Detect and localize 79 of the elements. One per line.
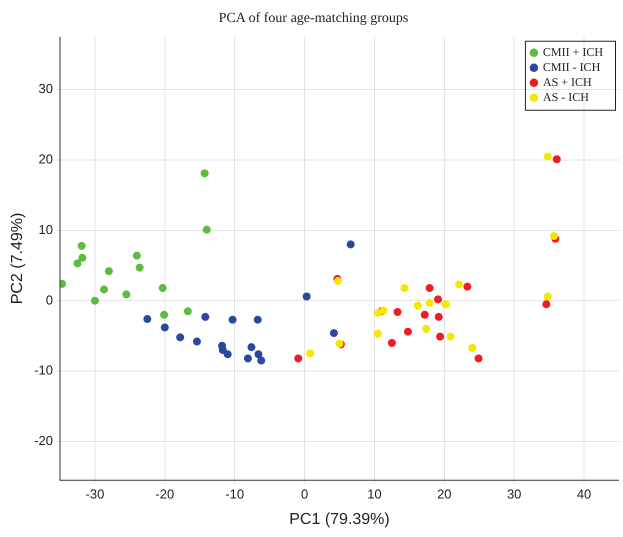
point (201, 312, 210, 321)
point (244, 354, 252, 362)
point (254, 350, 262, 358)
point (330, 329, 338, 338)
point (334, 277, 342, 286)
point (393, 308, 402, 316)
point (400, 284, 408, 292)
chart-title: PCA of four age-matching groups (218, 11, 408, 26)
point (426, 298, 434, 307)
point (294, 354, 302, 362)
point (247, 343, 256, 352)
point (446, 332, 455, 341)
y-tick-label: 10 (38, 222, 53, 237)
x-tick-label: -10 (225, 486, 244, 502)
legend-label: AS - ICH (542, 90, 590, 104)
point (388, 338, 396, 347)
point (420, 310, 429, 319)
point (176, 333, 184, 342)
point (454, 280, 463, 289)
y-tick-label: -10 (34, 362, 53, 378)
point (434, 295, 442, 304)
x-tick-label: -30 (86, 486, 104, 502)
x-tick-label: 10 (367, 486, 382, 502)
y-axis-title: PC2 (7.49%) (9, 212, 26, 304)
x-tick-label: 30 (506, 486, 522, 502)
x-tick-label: 40 (576, 486, 592, 502)
point (404, 328, 412, 336)
point (73, 259, 82, 268)
y-tick-label: -20 (34, 433, 53, 448)
point (160, 310, 168, 319)
point (160, 323, 169, 332)
point (426, 284, 434, 292)
point (78, 254, 86, 262)
point (122, 290, 130, 298)
x-tick-label: 20 (437, 486, 452, 502)
point (158, 284, 167, 292)
point (544, 152, 552, 160)
y-tick-label: 0 (46, 292, 53, 308)
x-tick-label: -20 (155, 486, 174, 502)
point (374, 330, 382, 338)
point (78, 242, 86, 250)
point (468, 344, 476, 352)
point (306, 350, 314, 358)
point (257, 356, 266, 365)
x-axis-title: PC1 (79.39%) (289, 510, 390, 528)
point (100, 285, 108, 294)
point (104, 267, 113, 276)
point (228, 316, 237, 324)
point (414, 302, 422, 310)
point (302, 292, 311, 301)
point (184, 307, 192, 316)
x-tick-label: 0 (300, 486, 308, 502)
legend-label: CMII - ICH (542, 60, 601, 74)
point (552, 155, 561, 164)
point (550, 232, 558, 240)
point (422, 324, 430, 333)
point (542, 300, 550, 308)
point (346, 240, 355, 248)
point (200, 169, 209, 178)
point (463, 282, 472, 291)
point (436, 332, 444, 341)
legend-label: AS + ICH (542, 74, 592, 89)
point (254, 316, 262, 324)
point (202, 226, 211, 234)
point (143, 315, 152, 324)
point (192, 338, 201, 346)
y-tick-label: 20 (38, 152, 53, 167)
y-tick-label: 30 (38, 81, 53, 96)
point (544, 292, 552, 301)
point (90, 296, 99, 305)
point (474, 354, 483, 362)
legend-label: CMII + ICH (542, 44, 604, 59)
point (60, 280, 66, 288)
point (434, 312, 443, 321)
point (136, 264, 144, 272)
point (380, 306, 388, 315)
point (132, 252, 141, 260)
point (224, 350, 232, 358)
point (442, 300, 450, 308)
